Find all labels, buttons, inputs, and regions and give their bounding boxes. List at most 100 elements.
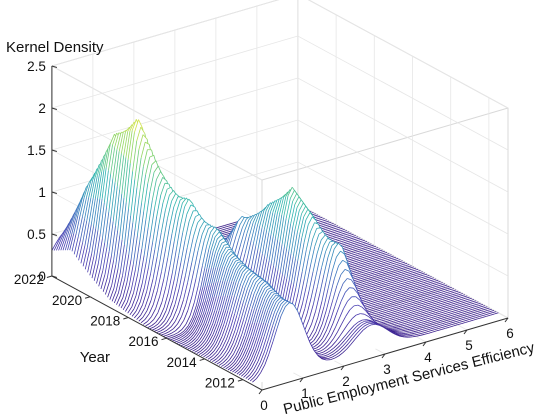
surface-line [228, 222, 233, 225]
surface-line [363, 248, 368, 251]
surface-line [398, 308, 404, 311]
surface-line [195, 331, 201, 339]
surface-line [401, 309, 406, 312]
surface-line [392, 264, 397, 267]
grid-line [51, 65, 263, 181]
surface-line [449, 305, 454, 308]
surface-line [104, 211, 110, 244]
surface-line [347, 236, 352, 239]
surface-line [454, 297, 460, 300]
surface-line [106, 216, 112, 248]
surface-line [447, 290, 453, 293]
surface-line [375, 282, 380, 285]
surface-line [255, 277, 261, 283]
surface-line [403, 290, 408, 293]
surface-line [238, 301, 244, 317]
surface-line [436, 301, 441, 304]
surface-line [407, 313, 413, 316]
surface-line [266, 287, 272, 291]
surface-line [400, 299, 405, 301]
surface-line [384, 314, 390, 317]
surface-line [318, 220, 323, 223]
surface-line [418, 312, 423, 315]
surface-line [376, 276, 382, 279]
surface-line [179, 320, 185, 327]
surface-line [206, 342, 212, 349]
surface-line [363, 296, 369, 299]
surface-line [353, 280, 359, 283]
surface-line [359, 294, 364, 297]
surface-line [86, 181, 91, 198]
surface-line [226, 251, 231, 257]
surface-line [210, 334, 216, 343]
surface-line [242, 347, 247, 357]
surface-line [167, 201, 172, 219]
surface-line [185, 345, 190, 349]
surface-line [194, 324, 200, 332]
surface-line [387, 278, 392, 281]
surface-line [279, 197, 284, 215]
surface-line [394, 309, 400, 312]
surface-line [456, 291, 461, 294]
surface-line [214, 231, 220, 238]
surface-line [230, 224, 235, 226]
surface-line [426, 285, 431, 288]
surface-line [370, 279, 376, 282]
surface-line [202, 341, 208, 347]
surface-line [385, 325, 391, 327]
surface-line [385, 253, 390, 256]
top-front-edge [261, 107, 509, 181]
surface-line [229, 231, 235, 247]
surface-line [327, 270, 333, 289]
surface-line [364, 262, 370, 265]
surface-line [415, 303, 420, 306]
surface-line [64, 235, 70, 251]
surface-line [321, 282, 327, 302]
surface-line [403, 287, 408, 289]
surface-line [378, 277, 384, 280]
surface-line [187, 262, 193, 283]
surface-line [448, 301, 454, 304]
surface-line [217, 323, 223, 336]
surface-line [145, 157, 151, 175]
surface-line [368, 258, 374, 260]
surface-line [184, 198, 190, 207]
surface-line [246, 240, 252, 259]
surface-line [209, 296, 215, 312]
surface-line [125, 126, 130, 132]
surface-line [196, 288, 201, 306]
surface-line [435, 290, 440, 293]
surface-line [216, 310, 222, 324]
surface-line [405, 264, 410, 267]
surface-line [90, 177, 96, 198]
surface-line [86, 197, 92, 221]
surface-line [343, 233, 348, 236]
surface-line [376, 268, 381, 271]
surface-line [374, 278, 380, 281]
surface-line [325, 231, 331, 234]
surface-line [116, 153, 122, 187]
surface-line [452, 300, 458, 303]
surface-line [131, 119, 137, 131]
surface-line [387, 282, 393, 285]
surface-line [331, 256, 337, 271]
surface-line [175, 199, 181, 214]
surface-line [334, 229, 339, 231]
surface-line [163, 292, 169, 308]
surface-line [404, 301, 409, 304]
surface-line [378, 297, 384, 300]
surface-line [229, 269, 234, 282]
surface-line [218, 355, 224, 361]
surface-line [255, 251, 261, 273]
surface-line [391, 314, 396, 317]
surface-line [392, 260, 397, 263]
surface-line [68, 215, 74, 227]
surface-line [190, 324, 196, 332]
surface-line [372, 294, 377, 297]
surface-line [336, 233, 342, 236]
surface-line [186, 331, 192, 336]
surface-line [330, 230, 335, 233]
surface-line [369, 313, 375, 316]
surface-line [174, 255, 179, 279]
